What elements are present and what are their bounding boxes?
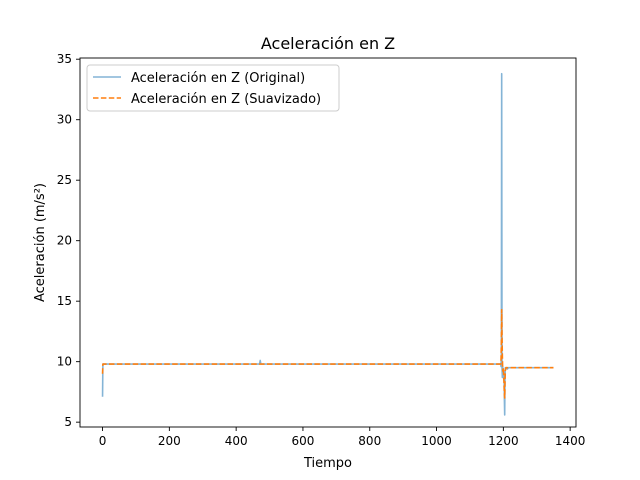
y-tick-label: 5: [64, 415, 72, 429]
legend: Aceleración en Z (Original) Aceleración …: [86, 64, 340, 112]
legend-label-smoothed: Aceleración en Z (Suavizado): [131, 92, 321, 107]
y-tick-label: 15: [57, 294, 72, 308]
legend-box: [86, 64, 340, 112]
x-axis-label: Tiempo: [303, 456, 352, 471]
x-tick-label: 1000: [421, 434, 452, 448]
x-tick-label: 600: [291, 434, 314, 448]
x-tick-label: 800: [358, 434, 381, 448]
x-tick-label: 200: [158, 434, 181, 448]
y-tick-label: 30: [57, 113, 72, 127]
y-tick-label: 10: [57, 355, 72, 369]
x-tick-label: 0: [99, 434, 107, 448]
y-tick-label: 25: [57, 173, 72, 187]
plot-area: [101, 72, 554, 416]
y-tick-label: 35: [57, 52, 72, 66]
chart-title: Aceleración en Z: [261, 34, 395, 53]
x-tick-label: 1400: [555, 434, 586, 448]
x-tick-label: 1200: [488, 434, 519, 448]
y-axis-label: Aceleración (m/s²): [33, 183, 48, 302]
y-tick-label: 20: [57, 234, 72, 248]
series-line-smoothed: [101, 308, 554, 399]
axes-frame: [79, 57, 577, 428]
x-axis: 0 200 400 600 800 1000 1200 1400: [99, 427, 586, 448]
x-tick-label: 400: [225, 434, 248, 448]
y-axis: 5 10 15 20 25 30 35: [57, 52, 80, 429]
legend-label-original: Aceleración en Z (Original): [131, 71, 305, 86]
